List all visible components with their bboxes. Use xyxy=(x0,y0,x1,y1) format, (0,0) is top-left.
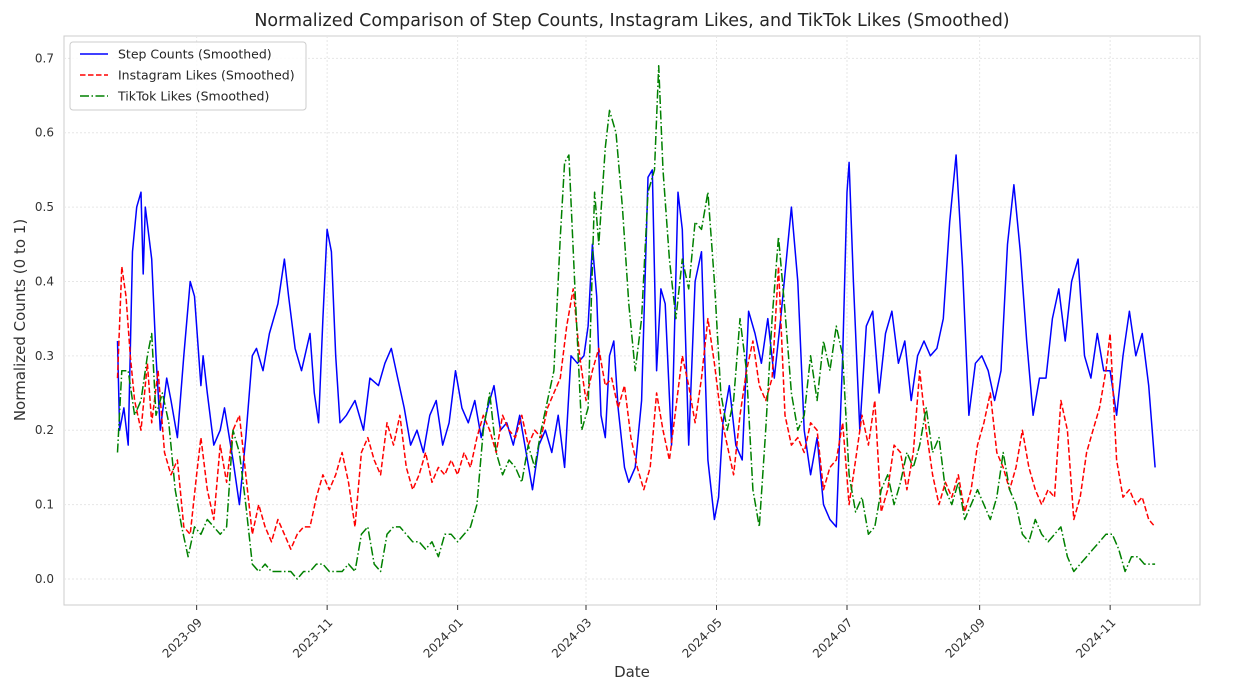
y-tick-label: 0.6 xyxy=(35,126,54,140)
legend-label-instagram-likes: Instagram Likes (Smoothed) xyxy=(118,68,295,83)
legend-box xyxy=(69,41,307,111)
y-tick-label: 0.7 xyxy=(35,51,54,65)
x-axis-label: Date xyxy=(614,663,650,681)
legend-label-tiktok-likes: TikTok Likes (Smoothed) xyxy=(117,89,269,104)
series-line-instagram-likes xyxy=(116,265,1156,550)
series-line-step-counts xyxy=(116,154,1156,528)
series-line-tiktok-likes xyxy=(116,65,1156,580)
y-tick-label: 0.1 xyxy=(35,498,54,512)
y-axis-label: Normalized Counts (0 to 1) xyxy=(11,219,29,421)
series-layer xyxy=(116,65,1156,580)
y-tick-label: 0.2 xyxy=(35,423,54,437)
y-tick-label: 0.3 xyxy=(35,349,54,363)
chart-title: Normalized Comparison of Step Counts, In… xyxy=(254,11,1009,31)
y-tick-label: 0.5 xyxy=(35,200,54,214)
plot-area xyxy=(63,35,1201,606)
legend-label-step-counts: Step Counts (Smoothed) xyxy=(118,47,272,62)
y-tick-label: 0.0 xyxy=(35,572,54,586)
y-tick-label: 0.4 xyxy=(35,274,54,288)
legend: Step Counts (Smoothed) Instagram Likes (… xyxy=(69,41,307,111)
